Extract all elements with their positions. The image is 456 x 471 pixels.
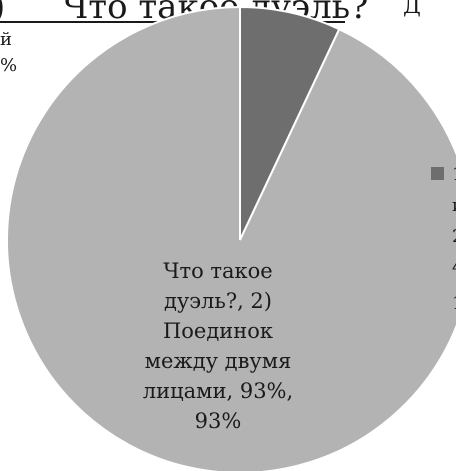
legend-swatch-1 <box>431 167 444 180</box>
legend-label-2: 1 <box>452 293 456 314</box>
data-label-slice-2-line: между двумя <box>145 349 292 373</box>
legend-label-1-line: 4 <box>452 257 456 278</box>
data-label-slice-2-line: лицами, 93%, <box>143 379 293 403</box>
data-label-slice-1-line: % <box>0 55 17 76</box>
title-suffix: Д <box>403 0 421 19</box>
data-label-slice-2-line: дуэль?, 2) <box>164 289 272 313</box>
data-label-slice-2-line: Поединок <box>163 319 273 343</box>
data-label-slice-2-line: Что такое <box>163 259 273 283</box>
title-prefix: ) <box>0 0 5 26</box>
legend-label-1-line: и <box>452 195 456 216</box>
data-label-slice-2-line: 93% <box>195 409 242 433</box>
legend-label-1: 1 и 2 4 <box>452 164 456 278</box>
pie-slice-1 <box>239 5 341 241</box>
legend-label-2-line: 1 <box>452 293 456 314</box>
data-label-slice-1-line: й <box>0 29 12 50</box>
legend-swatch-2 <box>431 296 444 309</box>
data-label-slice-2: Что такое дуэль?, 2) Поединок между двумя ли… <box>143 259 293 433</box>
legend-label-1-line: 2 <box>452 226 456 247</box>
legend-label-1-line: 1 <box>452 164 456 185</box>
data-label-slice-1: й% <box>0 29 17 76</box>
pie-slice-2 <box>5 5 456 471</box>
